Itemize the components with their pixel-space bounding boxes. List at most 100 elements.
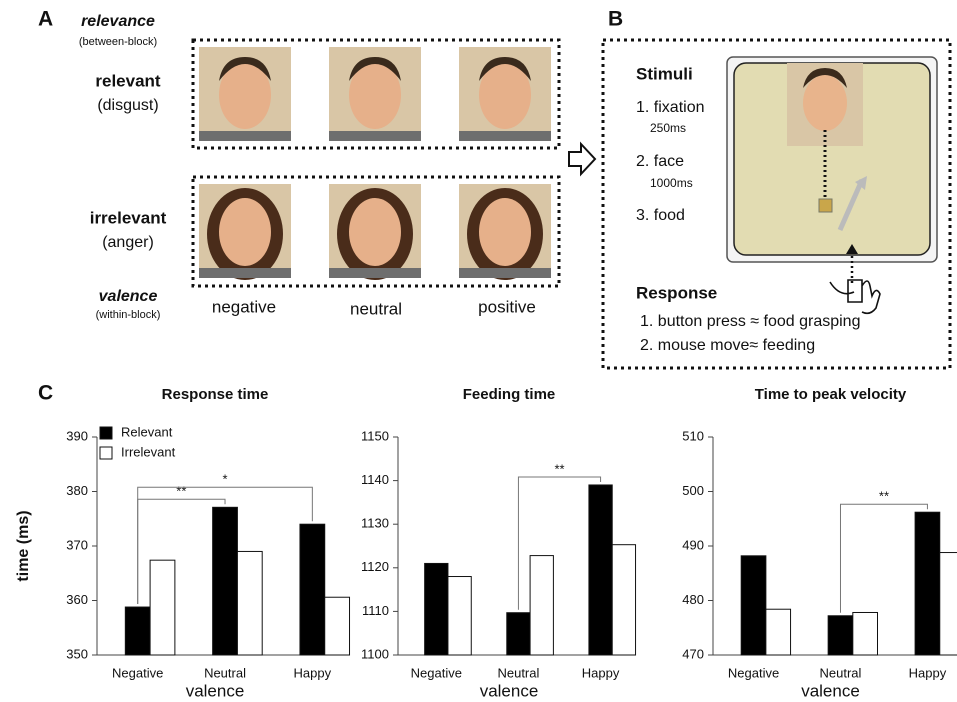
block-frame [191,175,561,288]
column-label: positive [478,297,536,316]
bar [299,523,326,656]
face-hair [479,57,531,81]
significance-bracket [137,486,313,605]
y-tick-label: 360 [66,592,88,607]
row-label: relevant [95,71,161,90]
y-tick-label: 1110 [362,603,389,618]
bar [914,511,941,656]
response: 2. mouse move≈ feeding [640,337,815,354]
x-axis-label: valence [801,681,860,700]
bar [212,506,238,656]
bar [740,555,767,656]
y-tick-label: 1130 [361,516,389,531]
x-tick-label: Neutral [497,665,539,680]
chart-title: Feeding time [463,386,556,403]
face-hair [349,57,401,81]
y-tick-label: 350 [66,646,88,661]
y-tick-label: 1140 [361,472,389,487]
panel-label: A [38,8,53,31]
y-tick-label: 1150 [361,428,389,443]
stimulus-duration: 250ms [650,121,686,135]
bar [827,615,854,656]
face-hair [219,57,271,81]
face-skin [349,61,401,129]
relevance-label: relevance [81,13,155,30]
bar [324,596,351,656]
valence-label: valence [99,288,158,305]
response-title: Response [636,283,717,302]
bar [852,611,879,656]
significance-bracket [839,503,928,613]
stimulus: 3. food [636,207,685,224]
stimulus: 2. face [636,153,684,170]
y-tick-label: 470 [682,646,704,661]
x-tick-label: Happy [294,665,332,680]
press-arrowhead [846,244,858,254]
bar [506,612,531,656]
bar [149,559,176,656]
x-axis-label: valence [186,681,245,700]
row-emotion: (anger) [102,234,154,251]
relevance-note: (between-block) [79,36,157,48]
task-frame [601,38,952,370]
legend-label: Relevant [121,424,173,439]
chart-title: Time to peak velocity [755,386,907,403]
face-skin [349,198,401,266]
significance-bracket [517,476,602,610]
face-shirt [459,268,551,278]
face-shirt [459,131,551,141]
face-shirt [199,131,291,141]
y-tick-label: 370 [66,537,88,552]
hand-icon [829,279,881,315]
face-photos [199,47,551,280]
bar [529,555,554,656]
bar [124,606,151,656]
chart-title: Response time [162,386,269,403]
y-tick-label: 500 [682,483,704,498]
y-tick-label: 480 [682,592,704,607]
food-item [818,198,833,213]
y-tick-label: 380 [66,483,88,498]
face-hair [803,68,847,88]
x-axis-label: valence [480,681,539,700]
move-path [837,178,865,232]
x-tick-label: Neutral [820,665,862,680]
face-shirt [329,131,421,141]
stimuli-title: Stimuli [636,64,693,83]
face-skin [803,75,847,131]
response: 1. button press ≈ food grasping [640,313,860,330]
y-tick-label: 1120 [361,559,389,574]
bar [424,562,449,656]
x-tick-label: Happy [909,665,947,680]
panel-label: B [608,8,623,31]
bar [588,484,613,656]
significance-label: ** [554,461,564,476]
x-tick-label: Neutral [204,665,246,680]
x-tick-label: Negative [112,665,163,680]
x-tick-label: Happy [582,665,620,680]
stimulus-duration: 1000ms [650,176,693,190]
bar [236,550,263,656]
significance-label: ** [176,484,186,499]
y-axis-label: time (ms) [15,510,32,581]
x-tick-label: Negative [728,665,779,680]
bar [939,552,957,656]
column-label: negative [212,297,276,316]
x-tick-label: Negative [411,665,462,680]
bar [765,608,792,656]
legend-swatch [99,446,113,460]
face-skin [479,198,531,266]
valence-note: (within-block) [96,309,161,321]
significance-label: * [222,472,227,487]
column-label: neutral [350,299,402,318]
face-shirt [329,268,421,278]
y-tick-label: 510 [682,428,704,443]
legend-label: Irrelevant [121,444,176,459]
y-tick-label: 1100 [361,646,389,661]
face-skin [219,61,271,129]
arrow [568,141,597,177]
y-tick-label: 390 [66,428,88,443]
row-emotion: (disgust) [97,97,158,114]
move-arrowhead [855,176,867,190]
